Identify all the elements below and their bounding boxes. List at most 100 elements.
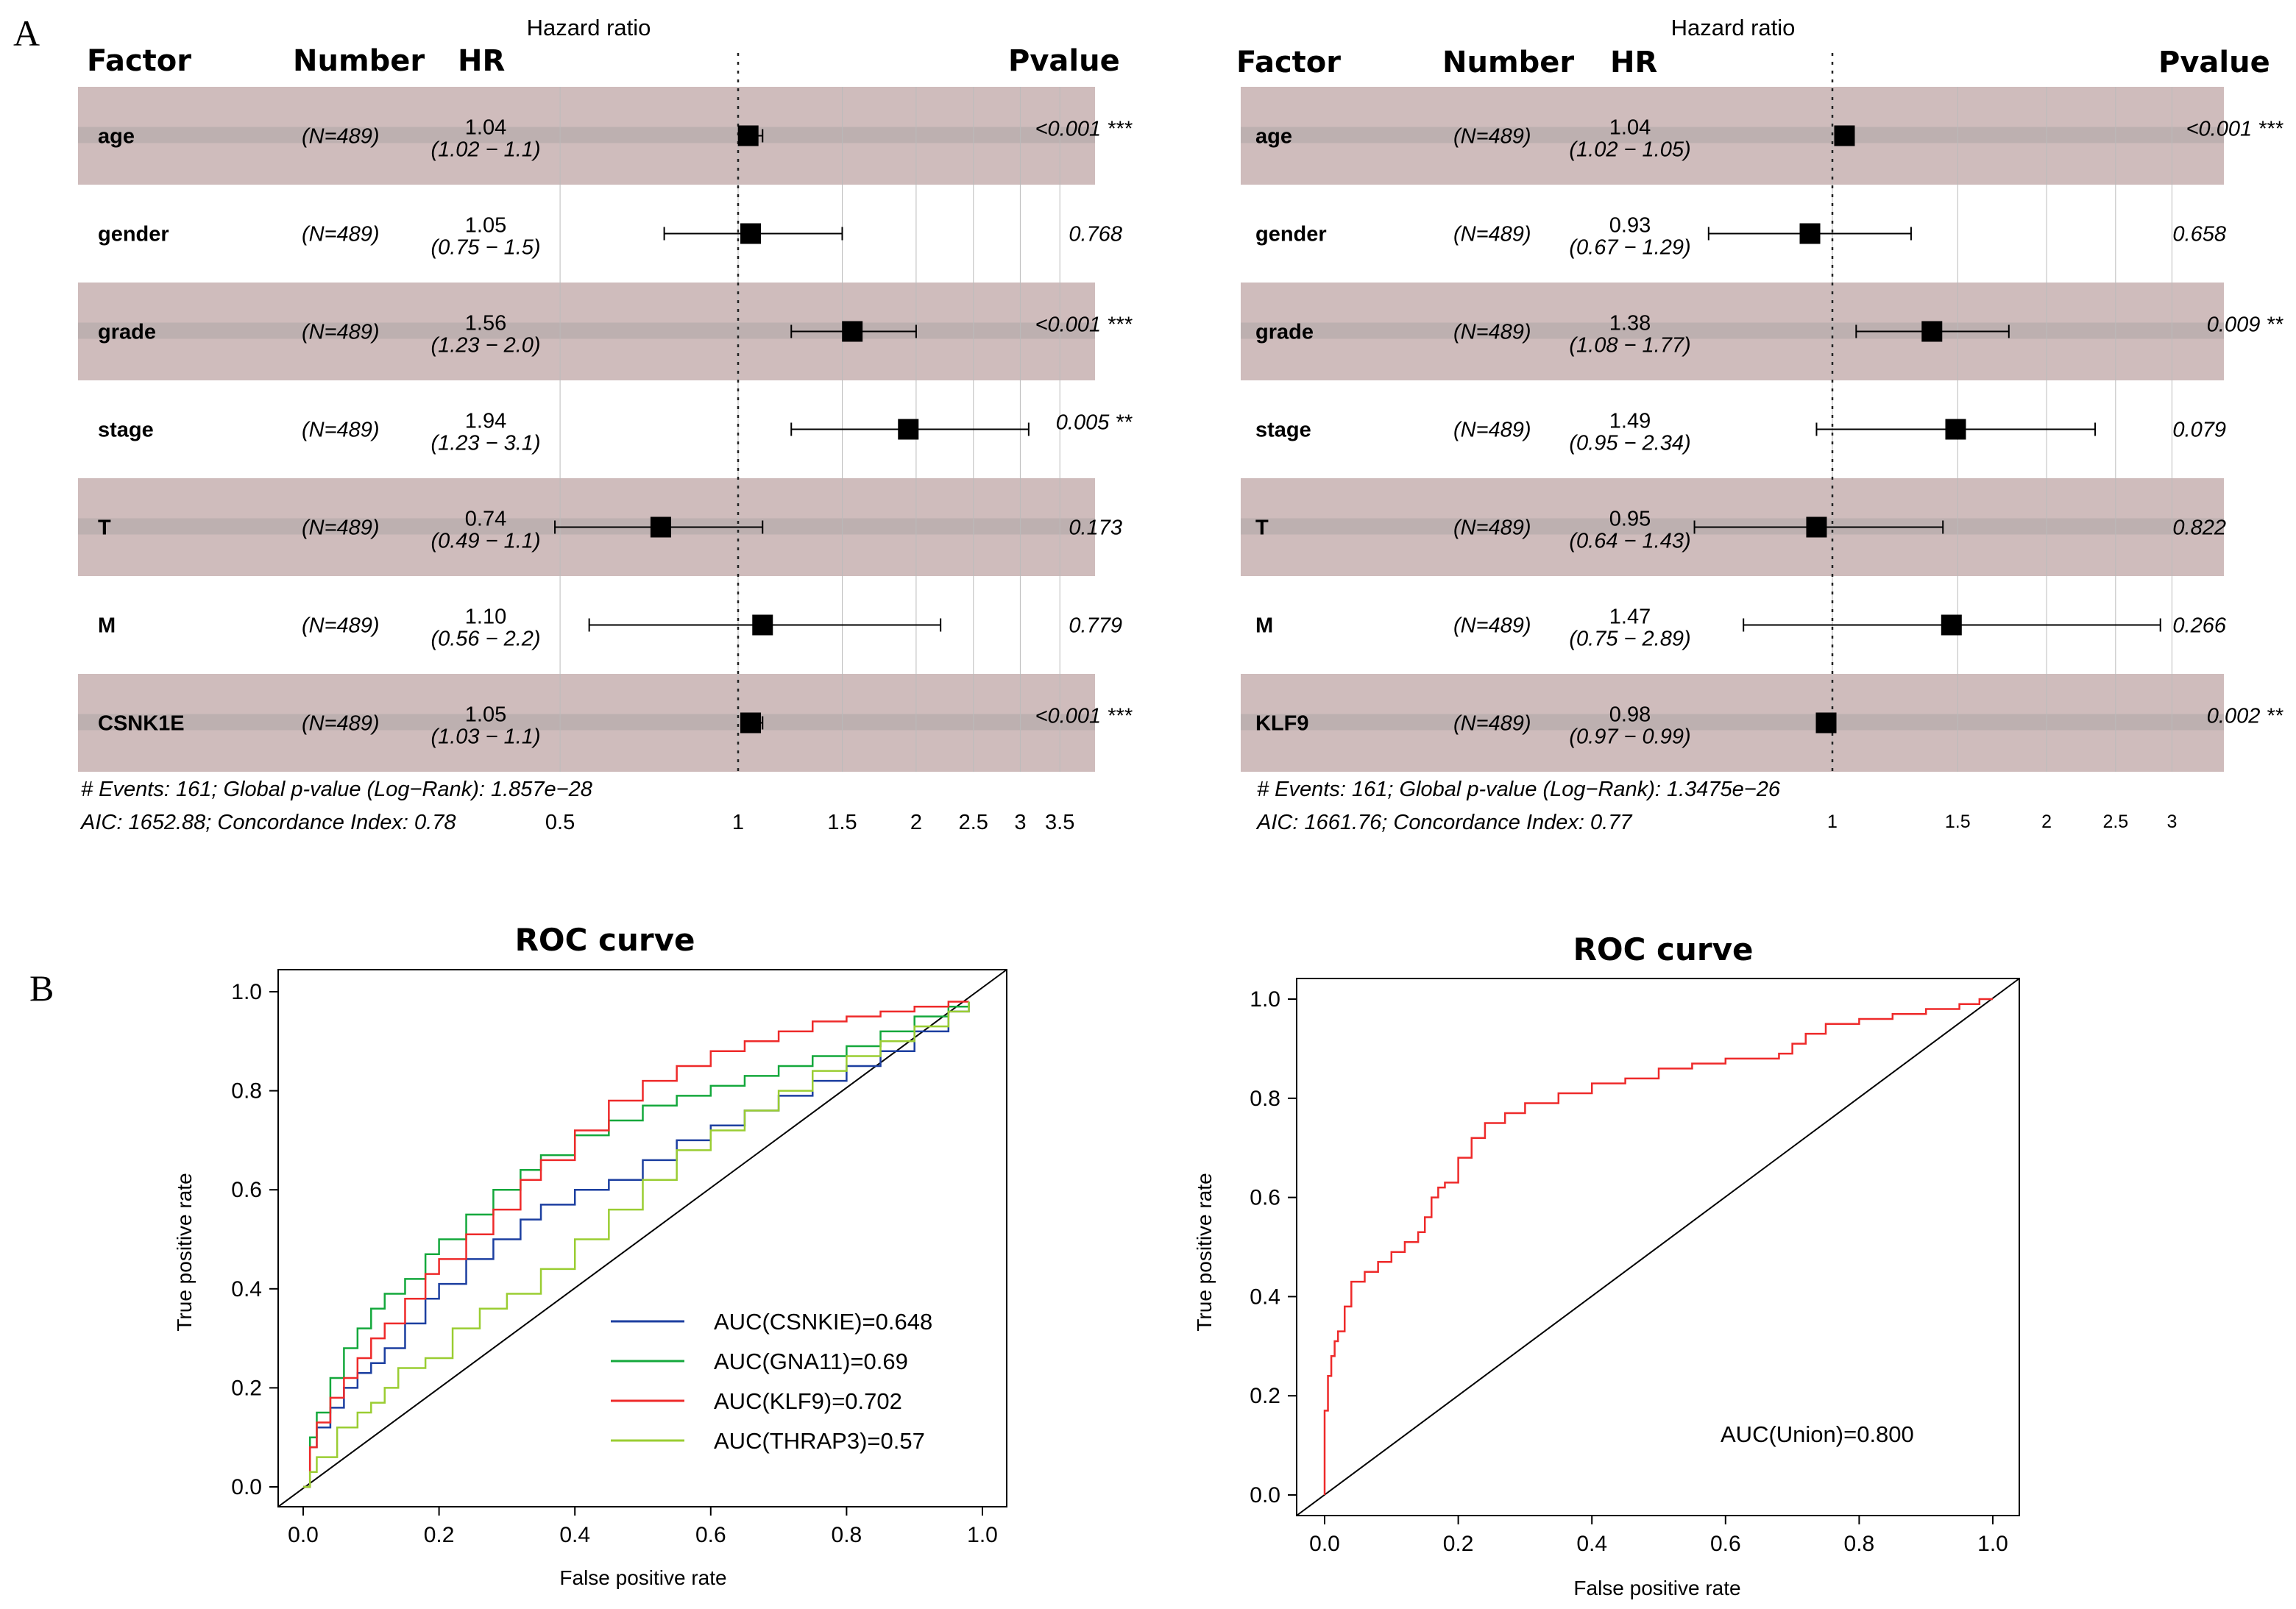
hr-value: 1.49 (1609, 410, 1651, 433)
row-band-stripe (1241, 322, 2224, 339)
y-tick-label: 0.4 (231, 1277, 262, 1301)
hr-value: 0.95 (1609, 508, 1651, 531)
x-tick-label: 2.5 (2102, 811, 2128, 832)
roc-title: ROC curve (1573, 931, 1754, 967)
x-tick-label: 0.0 (1309, 1532, 1340, 1556)
n-label: (N=489) (1453, 614, 1531, 638)
n-label: (N=489) (1453, 712, 1531, 736)
factor-label: stage (1255, 419, 1311, 442)
n-label: (N=489) (302, 516, 380, 540)
factor-label: age (98, 125, 135, 149)
n-label: (N=489) (1453, 125, 1531, 149)
forest-plot-right: Hazard ratio Factor Number HR Pvalue age… (1236, 15, 2284, 834)
hr-value: 0.74 (465, 508, 506, 531)
n-label: (N=489) (302, 321, 380, 344)
ci-value: (0.75 − 2.89) (1569, 628, 1690, 651)
p-value: <0.001 *** (1035, 313, 1133, 337)
y-tick-label: 0.0 (231, 1475, 262, 1499)
hr-point (740, 223, 762, 244)
x-tick-label: 1.5 (1945, 811, 1971, 832)
factor-label: T (1255, 516, 1269, 540)
legend-label: AUC(THRAP3)=0.57 (714, 1428, 925, 1454)
column-header-hr: HR (458, 44, 505, 78)
y-tick-label: 0.6 (1250, 1186, 1280, 1210)
row-band-stripe (1241, 127, 2224, 143)
plot-frame (1296, 978, 2020, 1516)
hr-point (740, 712, 762, 734)
n-label: (N=489) (1453, 419, 1531, 442)
hr-value: 1.47 (1609, 605, 1651, 629)
x-tick-label: 0.8 (1844, 1532, 1875, 1556)
row-band-stripe (1241, 714, 2224, 731)
x-tick-label: 0.4 (559, 1523, 590, 1547)
hr-point (752, 614, 773, 636)
p-value: <0.001 *** (1035, 705, 1133, 728)
factor-label: gender (1255, 223, 1327, 246)
n-label: (N=489) (1453, 223, 1531, 246)
y-tick-label: 0.2 (231, 1376, 262, 1400)
p-value: 0.658 (2172, 223, 2226, 246)
x-tick-label: 0.0 (288, 1523, 319, 1547)
roc-curve (303, 1001, 970, 1488)
column-header-hr: HR (1610, 46, 1657, 79)
n-label: (N=489) (302, 712, 380, 736)
n-label: (N=489) (302, 419, 380, 442)
x-tick-label: 2 (2041, 811, 2052, 832)
x-tick-label: 1 (732, 811, 744, 834)
p-value: <0.001 *** (1035, 118, 1133, 141)
auc-annotation: AUC(Union)=0.800 (1721, 1421, 1914, 1447)
roc-curve (1323, 998, 1993, 1495)
hr-value: 1.94 (465, 410, 506, 433)
panel-label-b: B (29, 967, 54, 1009)
p-value: 0.173 (1069, 516, 1122, 540)
hr-point (842, 321, 863, 342)
x-tick-label: 0.2 (1443, 1532, 1474, 1556)
hr-value: 0.98 (1609, 703, 1651, 727)
ci-value: (1.23 − 2.0) (431, 334, 540, 358)
hr-value: 1.04 (465, 116, 506, 140)
n-label: (N=489) (302, 614, 380, 638)
hr-point (898, 419, 919, 440)
factor-label: grade (98, 321, 156, 344)
x-tick-label: 1.5 (827, 811, 857, 834)
x-tick-label: 0.6 (1710, 1532, 1741, 1556)
hr-value: 1.05 (465, 214, 506, 238)
x-tick-label: 1.0 (1977, 1532, 2008, 1556)
ci-value: (0.67 − 1.29) (1569, 236, 1690, 260)
x-tick-label: 1.0 (967, 1523, 998, 1547)
n-label: (N=489) (302, 125, 380, 149)
ci-value: (1.03 − 1.1) (431, 725, 540, 749)
roc-chart-left: ROC curve 0.0 0.0 0.2 0.2 0.4 0.4 0.6 0.6 0.8 0.8… (173, 922, 1007, 1589)
p-value: 0.266 (2172, 614, 2226, 638)
y-tick-label: 0.8 (231, 1079, 262, 1104)
column-header-number: Number (1442, 46, 1574, 79)
y-tick-label: 0.8 (1250, 1087, 1280, 1111)
p-value: 0.822 (2172, 516, 2226, 540)
x-tick-label: 0.5 (545, 811, 575, 834)
hr-point (737, 125, 759, 146)
hr-value: 1.04 (1609, 116, 1651, 140)
p-value: 0.005 ** (1056, 411, 1133, 435)
roc-curve (303, 1001, 970, 1488)
factor-label: KLF9 (1255, 712, 1309, 736)
x-tick-label: 0.8 (832, 1523, 862, 1547)
factor-label: age (1255, 125, 1292, 149)
legend-label: AUC(KLF9)=0.702 (714, 1388, 902, 1414)
p-value: 0.779 (1069, 614, 1122, 638)
hr-value: 1.05 (465, 703, 506, 727)
x-tick-label: 0.2 (424, 1523, 455, 1547)
y-tick-label: 0.4 (1250, 1285, 1280, 1309)
legend-label: AUC(CSNKIE)=0.648 (714, 1309, 932, 1335)
hr-point (1806, 516, 1827, 538)
events-note: # Events: 161; Global p-value (Log−Rank)… (1257, 778, 1781, 801)
ci-value: (0.95 − 2.34) (1569, 432, 1690, 455)
x-tick-label: 3.5 (1045, 811, 1074, 834)
hr-point (1815, 712, 1837, 734)
n-label: (N=489) (1453, 516, 1531, 540)
n-label: (N=489) (1453, 321, 1531, 344)
forest-title: Hazard ratio (527, 15, 651, 40)
x-tick-label: 1 (1827, 811, 1838, 832)
factor-label: gender (98, 223, 169, 246)
y-tick-label: 0.6 (231, 1178, 262, 1202)
hr-value: 1.56 (465, 312, 506, 335)
